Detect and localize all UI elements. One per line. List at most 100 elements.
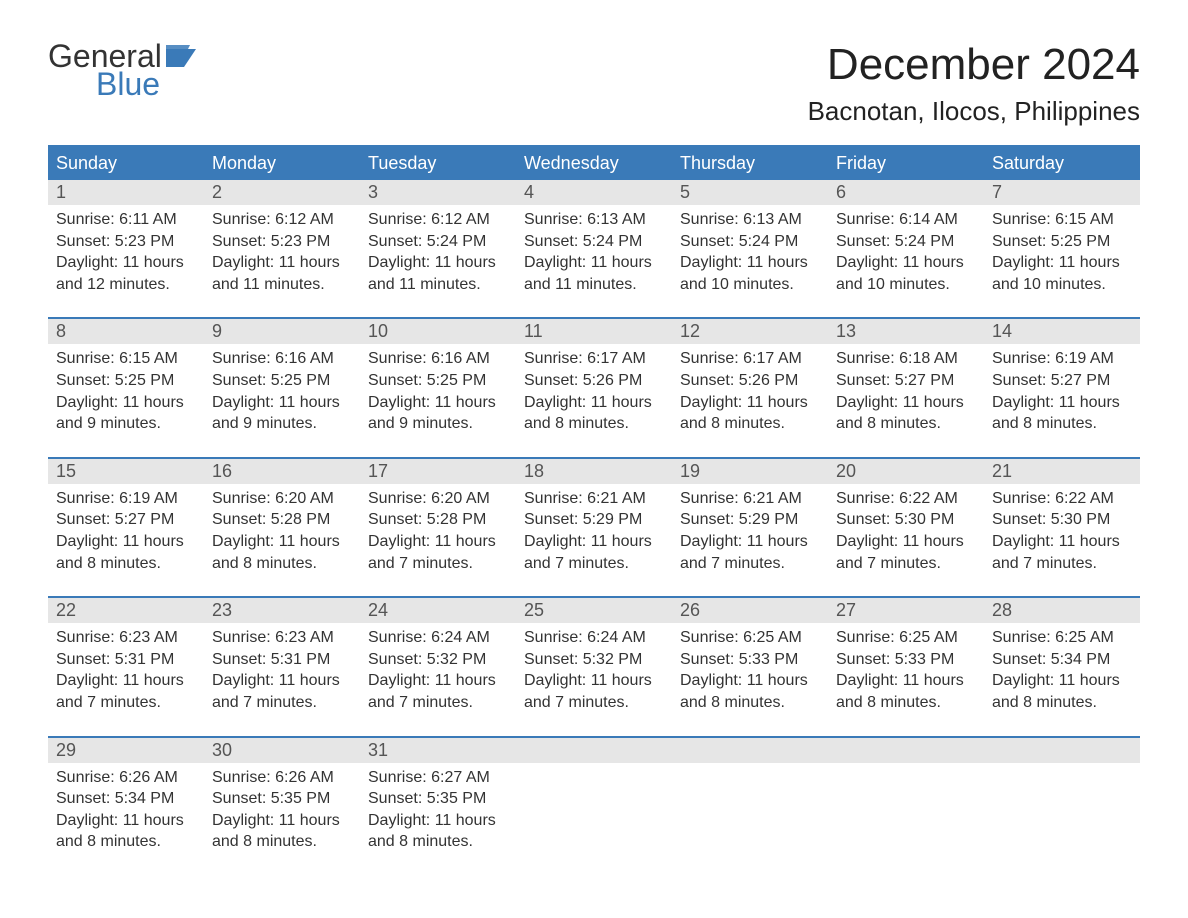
sunset-line: Sunset: 5:24 PM [680,231,820,253]
daylight-line: Daylight: 11 hours and 8 minutes. [368,810,508,853]
day-number: 13 [828,319,984,344]
sunrise-line: Sunrise: 6:25 AM [680,627,820,649]
day-number: 5 [672,180,828,205]
header: General Blue December 2024 Bacnotan, Ilo… [48,40,1140,127]
daylight-line: Daylight: 11 hours and 10 minutes. [836,252,976,295]
daylight-line: Daylight: 11 hours and 11 minutes. [368,252,508,295]
sunset-line: Sunset: 5:25 PM [992,231,1132,253]
day-number: 29 [48,738,204,763]
day-number: 16 [204,459,360,484]
day-cell [672,763,828,853]
weekday-thursday: Thursday [672,147,828,180]
daylight-line: Daylight: 11 hours and 8 minutes. [524,392,664,435]
day-cell: Sunrise: 6:14 AMSunset: 5:24 PMDaylight:… [828,205,984,295]
weekday-wednesday: Wednesday [516,147,672,180]
sunrise-line: Sunrise: 6:12 AM [368,209,508,231]
day-cell: Sunrise: 6:24 AMSunset: 5:32 PMDaylight:… [516,623,672,713]
sunset-line: Sunset: 5:31 PM [56,649,196,671]
week-row: 22232425262728Sunrise: 6:23 AMSunset: 5:… [48,596,1140,713]
sunrise-line: Sunrise: 6:19 AM [56,488,196,510]
sunrise-line: Sunrise: 6:25 AM [992,627,1132,649]
day-cell: Sunrise: 6:13 AMSunset: 5:24 PMDaylight:… [516,205,672,295]
daylight-line: Daylight: 11 hours and 7 minutes. [368,531,508,574]
sunset-line: Sunset: 5:32 PM [368,649,508,671]
day-number [828,738,984,763]
sunset-line: Sunset: 5:30 PM [992,509,1132,531]
daynum-row: 891011121314 [48,319,1140,344]
day-number: 31 [360,738,516,763]
sunset-line: Sunset: 5:34 PM [992,649,1132,671]
day-cell: Sunrise: 6:24 AMSunset: 5:32 PMDaylight:… [360,623,516,713]
day-cell: Sunrise: 6:16 AMSunset: 5:25 PMDaylight:… [360,344,516,434]
logo-text-blue: Blue [48,68,200,100]
sunrise-line: Sunrise: 6:22 AM [836,488,976,510]
day-cell: Sunrise: 6:26 AMSunset: 5:34 PMDaylight:… [48,763,204,853]
daylight-line: Daylight: 11 hours and 8 minutes. [992,670,1132,713]
day-cell: Sunrise: 6:26 AMSunset: 5:35 PMDaylight:… [204,763,360,853]
day-number: 24 [360,598,516,623]
sunset-line: Sunset: 5:34 PM [56,788,196,810]
day-cell: Sunrise: 6:25 AMSunset: 5:33 PMDaylight:… [672,623,828,713]
daylight-line: Daylight: 11 hours and 8 minutes. [56,810,196,853]
daylight-line: Daylight: 11 hours and 8 minutes. [680,670,820,713]
daynum-row: 293031 [48,738,1140,763]
sunrise-line: Sunrise: 6:17 AM [680,348,820,370]
sunrise-line: Sunrise: 6:23 AM [56,627,196,649]
day-number: 2 [204,180,360,205]
daylight-line: Daylight: 11 hours and 10 minutes. [992,252,1132,295]
sunset-line: Sunset: 5:25 PM [56,370,196,392]
title-block: December 2024 Bacnotan, Ilocos, Philippi… [808,40,1140,127]
day-cell: Sunrise: 6:27 AMSunset: 5:35 PMDaylight:… [360,763,516,853]
day-cell: Sunrise: 6:15 AMSunset: 5:25 PMDaylight:… [48,344,204,434]
daylight-line: Daylight: 11 hours and 7 minutes. [992,531,1132,574]
day-cell: Sunrise: 6:18 AMSunset: 5:27 PMDaylight:… [828,344,984,434]
daynum-row: 1234567 [48,180,1140,205]
sunset-line: Sunset: 5:24 PM [524,231,664,253]
sunrise-line: Sunrise: 6:16 AM [368,348,508,370]
sunset-line: Sunset: 5:29 PM [680,509,820,531]
sunrise-line: Sunrise: 6:24 AM [524,627,664,649]
day-number: 1 [48,180,204,205]
day-number: 15 [48,459,204,484]
sunset-line: Sunset: 5:33 PM [836,649,976,671]
day-number: 10 [360,319,516,344]
day-cell: Sunrise: 6:22 AMSunset: 5:30 PMDaylight:… [828,484,984,574]
sunrise-line: Sunrise: 6:26 AM [212,767,352,789]
day-number: 18 [516,459,672,484]
daylight-line: Daylight: 11 hours and 10 minutes. [680,252,820,295]
logo: General Blue [48,40,200,100]
daylight-line: Daylight: 11 hours and 8 minutes. [56,531,196,574]
day-cell: Sunrise: 6:12 AMSunset: 5:23 PMDaylight:… [204,205,360,295]
sunset-line: Sunset: 5:30 PM [836,509,976,531]
sunrise-line: Sunrise: 6:23 AM [212,627,352,649]
sunrise-line: Sunrise: 6:15 AM [56,348,196,370]
sunset-line: Sunset: 5:35 PM [212,788,352,810]
day-cell: Sunrise: 6:17 AMSunset: 5:26 PMDaylight:… [672,344,828,434]
sunset-line: Sunset: 5:26 PM [524,370,664,392]
daynum-row: 15161718192021 [48,459,1140,484]
weekday-saturday: Saturday [984,147,1140,180]
sunrise-line: Sunrise: 6:15 AM [992,209,1132,231]
daylight-line: Daylight: 11 hours and 8 minutes. [992,392,1132,435]
sunrise-line: Sunrise: 6:27 AM [368,767,508,789]
week-row: 1234567Sunrise: 6:11 AMSunset: 5:23 PMDa… [48,180,1140,295]
day-number: 8 [48,319,204,344]
sunset-line: Sunset: 5:24 PM [368,231,508,253]
day-number [516,738,672,763]
day-cell: Sunrise: 6:25 AMSunset: 5:34 PMDaylight:… [984,623,1140,713]
sunset-line: Sunset: 5:27 PM [56,509,196,531]
sunset-line: Sunset: 5:27 PM [836,370,976,392]
daylight-line: Daylight: 11 hours and 8 minutes. [680,392,820,435]
day-number: 30 [204,738,360,763]
sunrise-line: Sunrise: 6:26 AM [56,767,196,789]
daylight-line: Daylight: 11 hours and 7 minutes. [680,531,820,574]
day-number: 17 [360,459,516,484]
sunrise-line: Sunrise: 6:12 AM [212,209,352,231]
daylight-line: Daylight: 11 hours and 8 minutes. [836,670,976,713]
daylight-line: Daylight: 11 hours and 12 minutes. [56,252,196,295]
day-cell [828,763,984,853]
sunrise-line: Sunrise: 6:13 AM [680,209,820,231]
sunrise-line: Sunrise: 6:19 AM [992,348,1132,370]
sunrise-line: Sunrise: 6:18 AM [836,348,976,370]
daylight-line: Daylight: 11 hours and 7 minutes. [56,670,196,713]
